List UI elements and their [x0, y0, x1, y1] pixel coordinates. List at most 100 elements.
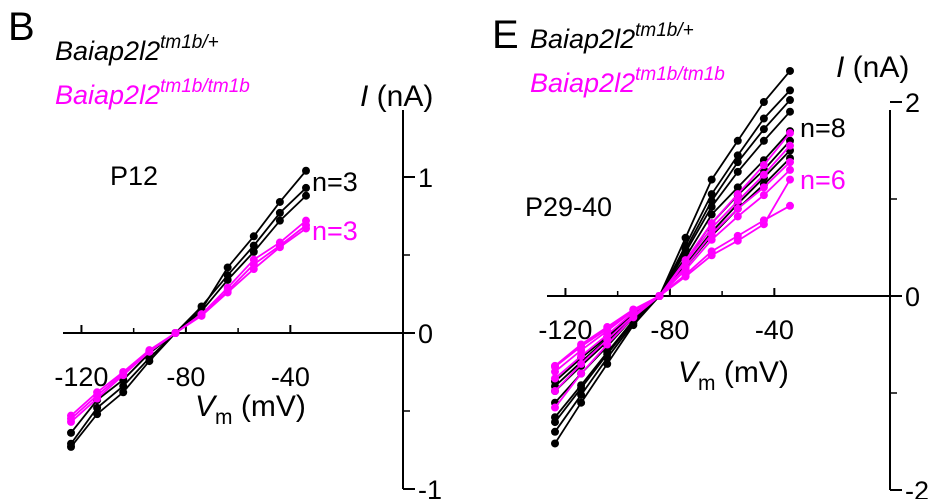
data-point-wt	[733, 183, 742, 192]
legend-allele-superscript: tm1b/tm1b	[160, 76, 250, 97]
data-point-wt	[733, 151, 742, 160]
series-line-mut	[554, 179, 791, 367]
x-tick-label: -80	[650, 315, 689, 345]
y-tick-label: 0	[905, 282, 920, 312]
legend-entry: Baiap2l2tm1b/+	[55, 32, 219, 66]
y-tick-label: -1	[418, 475, 442, 499]
series-line-mut	[554, 169, 791, 373]
data-point-wt	[577, 398, 586, 407]
data-point-mut	[733, 196, 742, 205]
x-tick-label: -120	[54, 362, 108, 392]
data-point-wt	[707, 175, 716, 184]
x-axis-variable: V	[195, 390, 218, 423]
data-point-wt	[551, 427, 559, 436]
series-line-wt	[554, 70, 791, 444]
legend-genotype: Baiap2l2	[530, 24, 635, 54]
x-axis-unit: (mV)	[716, 356, 789, 389]
data-point-mut	[786, 201, 794, 210]
x-axis-label: Vm (mV)	[678, 356, 789, 395]
data-point-wt	[67, 428, 75, 437]
data-point-mut	[551, 403, 559, 412]
y-axis-unit: (nA)	[368, 80, 433, 113]
x-axis-unit: (mV)	[233, 390, 306, 423]
data-point-wt	[759, 125, 768, 134]
y-axis-label: I (nA)	[360, 80, 433, 113]
series-line-wt	[70, 195, 307, 434]
legend-entry: Baiap2l2tm1b/tm1b	[530, 64, 725, 98]
data-point-wt	[577, 390, 586, 399]
data-point-wt	[733, 136, 742, 145]
n-label: n=6	[800, 165, 846, 195]
data-point-wt	[786, 96, 794, 105]
legend-genotype: Baiap2l2	[55, 80, 160, 110]
series-line-wt	[554, 89, 791, 433]
data-point-wt	[275, 197, 284, 206]
age-label: P12	[110, 161, 158, 191]
legend-genotype: Baiap2l2	[530, 68, 635, 98]
x-axis-variable: V	[678, 356, 701, 389]
y-tick-label: -2	[905, 476, 929, 499]
data-point-wt	[759, 98, 768, 106]
data-point-mut	[551, 387, 559, 396]
data-point-mut	[707, 235, 716, 244]
data-point-mut	[759, 220, 768, 229]
series-line-wt	[70, 187, 307, 448]
data-point-wt	[275, 216, 284, 225]
data-point-wt	[302, 183, 310, 192]
data-point-wt	[223, 275, 232, 284]
legend-allele-superscript: tm1b/+	[635, 20, 694, 41]
legend-allele-superscript: tm1b/+	[160, 32, 219, 53]
data-point-mut	[707, 224, 716, 233]
data-point-mut	[197, 310, 206, 319]
n-label: n=3	[312, 216, 358, 246]
data-point-wt	[551, 413, 559, 422]
data-point-wt	[759, 136, 768, 145]
data-point-wt	[249, 241, 258, 250]
data-point-mut	[275, 241, 284, 250]
data-point-mut	[733, 236, 742, 245]
data-point-wt	[119, 388, 128, 397]
data-point-mut	[249, 260, 258, 269]
data-point-wt	[707, 202, 716, 211]
data-point-mut	[551, 361, 559, 370]
n-label: n=8	[800, 113, 846, 143]
series-line-mut	[554, 145, 791, 392]
data-point-wt	[275, 208, 284, 217]
data-point-wt	[707, 190, 716, 199]
data-point-wt	[733, 167, 742, 176]
data-point-mut	[786, 175, 794, 184]
data-point-mut	[223, 286, 232, 295]
data-point-mut	[551, 374, 559, 383]
data-point-mut	[67, 414, 75, 423]
age-label: P29-40	[525, 192, 612, 222]
data-point-mut	[302, 221, 310, 230]
panel-label: B	[8, 5, 35, 49]
y-tick-label: 1	[418, 163, 433, 193]
data-point-wt	[603, 348, 612, 357]
data-point-wt	[249, 247, 258, 256]
y-tick-label: 0	[418, 319, 433, 349]
data-point-mut	[707, 251, 716, 260]
data-point-mut	[786, 158, 794, 167]
data-point-mut	[786, 129, 794, 138]
data-point-mut	[759, 170, 768, 179]
data-point-wt	[119, 382, 128, 391]
x-tick-label: -80	[166, 362, 205, 392]
n-label: n=3	[312, 167, 358, 197]
y-tick-label: 2	[905, 88, 920, 118]
data-point-wt	[302, 166, 310, 175]
data-point-mut	[577, 359, 586, 368]
data-point-mut	[733, 204, 742, 213]
data-point-wt	[786, 107, 794, 116]
panel-b: -120 -80 -40-101BBaiap2l2tm1b/+Baiap2l2tm1…	[8, 5, 442, 499]
y-axis-variable: I	[836, 51, 844, 84]
data-point-wt	[67, 439, 75, 448]
data-point-mut	[759, 183, 768, 192]
data-point-wt	[551, 439, 559, 448]
x-axis-label: Vm (mV)	[195, 390, 306, 429]
legend-allele-superscript: tm1b/tm1b	[635, 64, 725, 85]
data-point-mut	[171, 329, 180, 337]
data-point-wt	[786, 86, 794, 95]
